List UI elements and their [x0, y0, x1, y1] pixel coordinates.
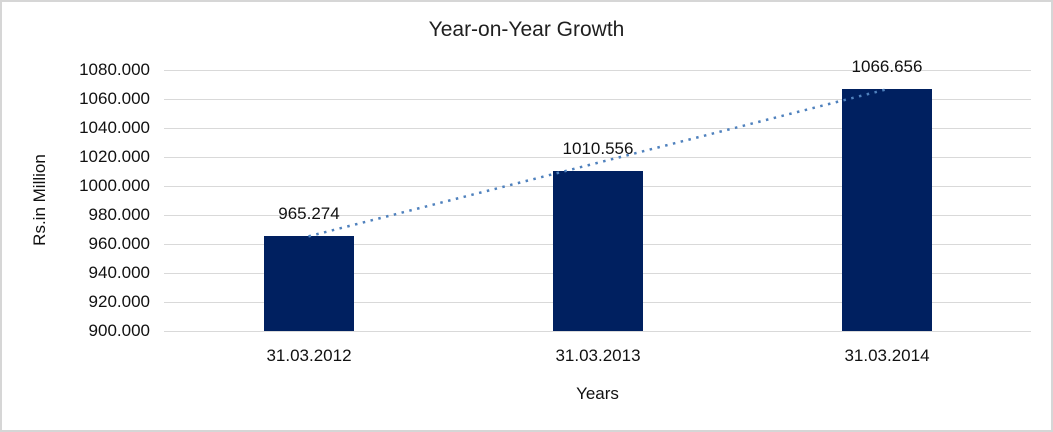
- y-tick-label: 980.000: [88, 205, 150, 224]
- y-tick-label: 1020.000: [79, 147, 150, 166]
- x-axis-title: Years: [576, 384, 619, 403]
- y-tick-label: 1080.000: [79, 60, 150, 79]
- y-tick-label: 940.000: [88, 263, 150, 282]
- y-tick-label: 920.000: [88, 292, 150, 311]
- chart-title: Year-on-Year Growth: [428, 18, 625, 41]
- y-tick-label: 1060.000: [79, 89, 150, 108]
- bar-31.03.2014: [842, 89, 932, 331]
- y-tick-label: 900.000: [88, 321, 150, 340]
- y-tick-label: 1040.000: [79, 118, 150, 137]
- bar-31.03.2012: [264, 236, 354, 331]
- y-tick-label: 1000.000: [79, 176, 150, 195]
- bar-value-label: 965.274: [278, 204, 340, 223]
- gridline: [164, 331, 1031, 332]
- bar-value-label: 1066.656: [851, 57, 923, 76]
- gridline: [164, 70, 1031, 71]
- bar-31.03.2013: [553, 171, 643, 331]
- x-tick-label: 31.03.2014: [844, 346, 930, 365]
- x-tick-label: 31.03.2012: [266, 346, 352, 365]
- y-axis-title: Rs.in Million: [30, 154, 49, 246]
- x-tick-label: 31.03.2013: [555, 346, 641, 365]
- bar-value-label: 1010.556: [562, 139, 634, 158]
- y-tick-label: 960.000: [88, 234, 150, 253]
